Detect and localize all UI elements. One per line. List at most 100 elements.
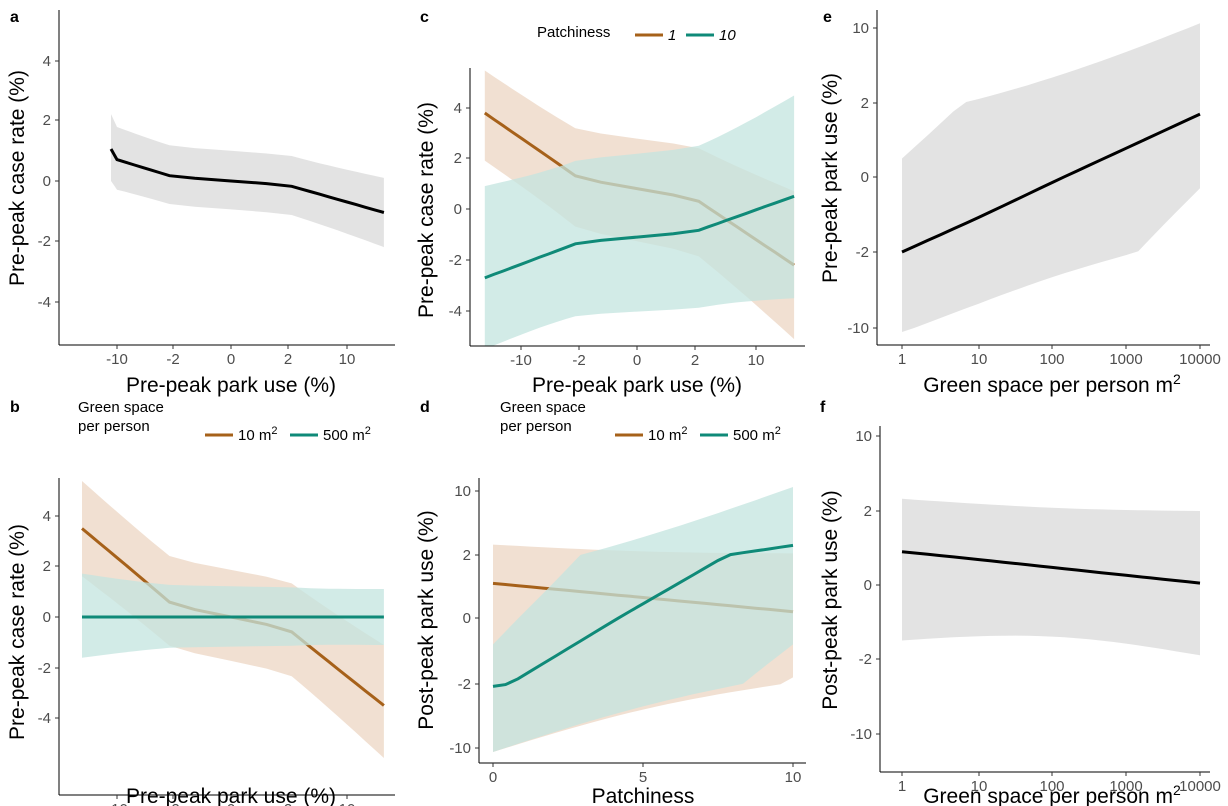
panel-a-y-tick-label: 2 [43,112,51,129]
panel-d-y-tick-label: -10 [449,740,471,757]
panel-b-y-tick-label: 2 [43,558,51,575]
panel-c-x-tick-label: 2 [691,352,699,369]
panel-c-line-1 [484,194,795,280]
panel-f-x-label-sup: 2 [1173,782,1181,798]
panel-f-y-tick-label: 0 [864,577,872,594]
panel-e-x-tick-label: 10 [971,351,988,368]
panel-c-y-tick-label: 4 [454,100,462,117]
panel-f-line-0 [901,550,1201,585]
panel-f-letter: f [820,399,826,416]
panel-b-letter: b [10,399,20,416]
panel-e-y-tick-label: -2 [856,244,869,261]
panel-f-x-tick-label: 1000 [1109,778,1142,795]
panel-c-ribbon-1 [484,95,795,346]
panel-d-y-tick-label: 2 [463,547,471,564]
panel-a-x-tick-label: -2 [166,351,179,368]
panel-f-y-tick-label: -10 [850,726,872,743]
panel-d-x-tick-label: 10 [785,769,802,786]
panel-d-x-label: Patchiness [592,785,695,806]
panel-d-y-tick-label: 10 [454,483,471,500]
panel-c-x-tick-label: -2 [572,352,585,369]
panel-d-legend-label-1: 500 m2 [733,425,781,444]
panel-a-x-tick-label: 2 [284,351,292,368]
panel-d-legend-sup-0: 2 [681,425,687,437]
panel-f: 10 2 0 -2 -10 1 10 100 1000 10000 f Green space per… [819,399,1221,806]
panel-e-y-label: Pre-peak park use (%) [819,73,842,283]
panel-a-y-tick-label: 0 [43,173,51,190]
panel-a-y-tick-label: -2 [38,233,51,250]
panel-b-x-tick-label: -10 [106,801,128,806]
panel-f-x-tick-label: 10000 [1179,778,1221,795]
panel-b-legend-title: Green space [78,399,164,416]
panel-a-y-tick-label: 4 [43,53,51,70]
panel-b-x-tick-label: 10 [339,801,356,806]
panel-f-x-label: Green space per person m2 [923,782,1181,806]
panel-d-y-tick-label: -2 [458,676,471,693]
panel-d-line-1 [492,543,794,688]
panel-b-x-tick-label: 0 [227,801,235,806]
panel-d: 10 2 0 -2 -10 0 5 10 d Patchiness Post-peak park u… [415,399,806,806]
panel-e-x-tick-label: 1 [898,351,906,368]
panel-c-y-tick-label: -2 [449,252,462,269]
panel-a-line-0 [109,148,385,214]
panel-b-legend-title: per person [78,418,150,435]
panel-c-y-tick-label: 0 [454,201,462,218]
panel-a-ribbon-0 [111,114,384,248]
panel-e-letter: e [823,9,832,26]
panel-a-x-label: Pre-peak park use (%) [126,374,336,397]
panel-c-y-tick-label: 2 [454,150,462,167]
panel-b-legend-label-1: 500 m2 [323,425,371,444]
panel-d-legend-title: Green space [500,399,586,416]
panel-d-x-tick-label: 0 [489,769,497,786]
panel-d-y-tick-label: 0 [463,610,471,627]
panel-c-legend-title: Patchiness [537,24,610,41]
panel-f-ribbon-0 [902,498,1200,656]
panel-d-x-tick-label: 5 [639,769,647,786]
panel-d-y-label: Post-peak park use (%) [415,510,438,729]
panel-e-line-0 [901,112,1201,254]
panel-e-x-label: Green space per person m2 [923,371,1181,397]
panel-e-x-tick-label: 1000 [1109,351,1142,368]
panel-d-legend-sup-1: 2 [775,425,781,437]
panel-e: 10 2 0 -2 -10 1 10 100 1000 10000 e Green space per… [819,9,1221,397]
panel-c-x-tick-label: -10 [510,352,532,369]
panel-b-y-label: Pre-peak case rate (%) [6,524,29,740]
panel-e-y-tick-label: 10 [852,20,869,37]
panel-a: 4 2 0 -2 -4 -10 -2 0 2 10 a Pre-peak park use (%) Pr… [6,9,395,397]
panel-b-y-tick-label: -4 [38,710,51,727]
panel-f-y-tick-label: 2 [864,503,872,520]
panel-c-y-label: Pre-peak case rate (%) [415,102,438,318]
panel-c-letter: c [420,9,429,26]
panel-a-x-tick-label: 10 [339,351,356,368]
panel-c: 4 2 0 -2 -4 -10 -2 0 2 10 c Pre-peak park use (%) Pr… [415,9,805,397]
panel-c-x-label: Pre-peak park use (%) [532,374,742,397]
panel-d-letter: d [420,399,430,416]
panel-e-x-tick-label: 100 [1039,351,1064,368]
panel-d-ribbon-1 [493,487,793,752]
panel-f-x-tick-label: 10 [971,778,988,795]
panel-a-x-tick-label: -10 [106,351,128,368]
panel-b-y-tick-label: 0 [43,609,51,626]
panel-e-x-tick-label: 10000 [1179,351,1221,368]
panel-b-y-tick-label: -2 [38,660,51,677]
panel-e-y-tick-label: -10 [847,320,869,337]
panel-d-legend-label-0: 10 m2 [648,425,687,444]
panel-c-x-tick-label: 0 [633,352,641,369]
panel-a-x-tick-label: 0 [227,351,235,368]
panel-b-x-tick-label: 2 [284,801,292,806]
panel-f-x-tick-label: 100 [1039,778,1064,795]
panel-e-x-label-sup: 2 [1173,371,1181,387]
panel-a-y-tick-label: -4 [38,294,51,311]
panel-b-legend-sup-0: 2 [271,425,277,437]
panel-c-legend-label-0: 1 [668,27,676,44]
panel-e-y-tick-label: 2 [861,95,869,112]
panel-a-y-label: Pre-peak case rate (%) [6,70,29,286]
panel-b-y-tick-label: 4 [43,508,51,525]
panel-f-y-tick-label: 10 [855,428,872,445]
panel-b-legend-sup-1: 2 [365,425,371,437]
panel-b-legend-label-0: 10 m2 [238,425,277,444]
panel-b-x-tick-label: -2 [166,801,179,806]
panel-c-y-tick-label: -4 [449,303,462,320]
panel-f-y-tick-label: -2 [859,651,872,668]
